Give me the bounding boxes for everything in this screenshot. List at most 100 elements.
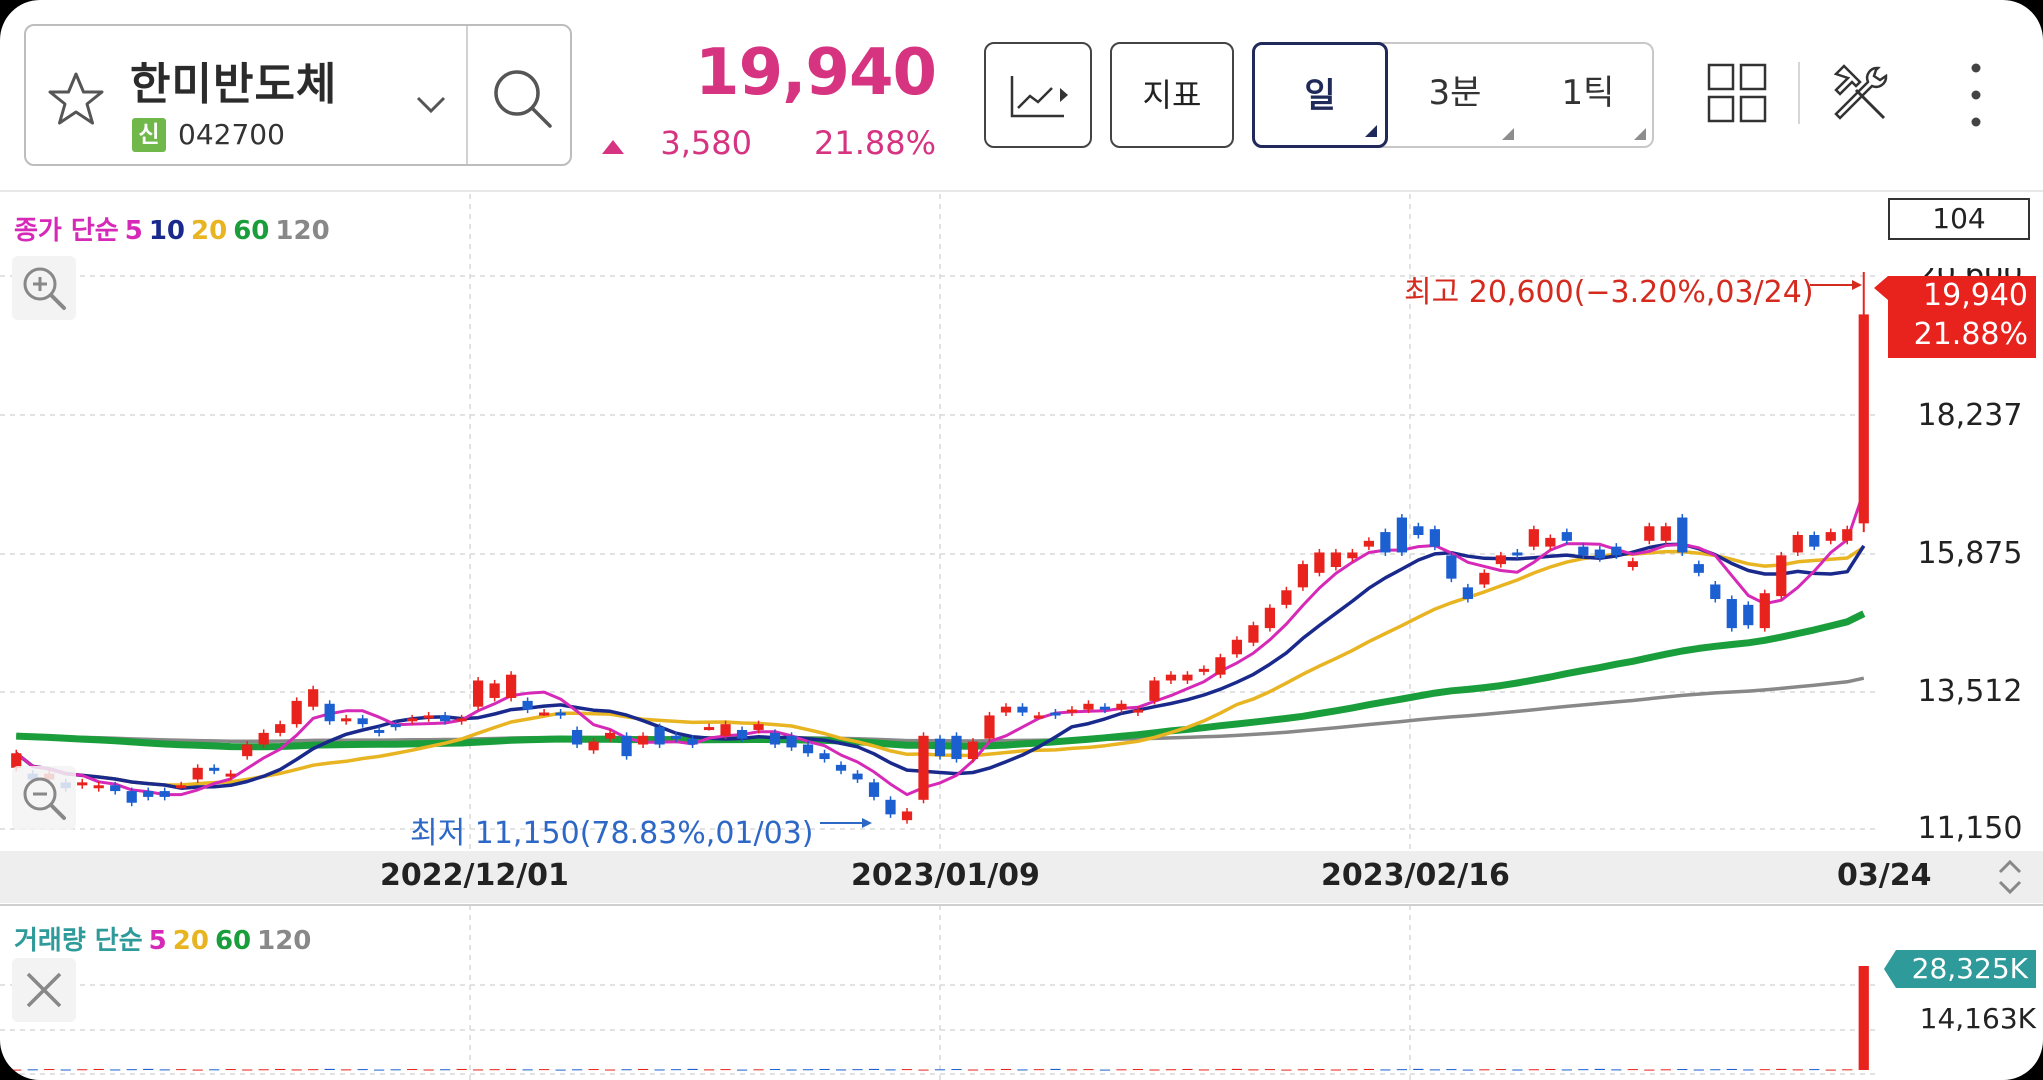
period-3min-button[interactable]: 3분 bbox=[1388, 42, 1522, 148]
legend-ma5: 5 bbox=[124, 216, 143, 246]
candle-count-box[interactable]: 104 bbox=[1888, 198, 2030, 240]
legend-prefix: 종가 단순 bbox=[14, 216, 119, 246]
candle-body bbox=[934, 738, 946, 757]
candle-body bbox=[93, 785, 104, 789]
candle-body bbox=[967, 741, 979, 760]
close-icon[interactable] bbox=[12, 958, 76, 1022]
volume-bar bbox=[506, 1068, 517, 1070]
volume-ma-legend: 거래량 단순 5 20 60 120 bbox=[14, 920, 317, 957]
favorite-star-icon[interactable] bbox=[44, 68, 108, 132]
y-axis-label: 18,237 bbox=[1917, 398, 2023, 433]
candle-body bbox=[258, 732, 269, 745]
volume-bar bbox=[1776, 1068, 1787, 1070]
candle-body bbox=[1314, 552, 1325, 573]
period-day-button[interactable]: 일 bbox=[1252, 42, 1388, 148]
volume-bar bbox=[802, 1069, 814, 1071]
volume-bar bbox=[1710, 1069, 1721, 1071]
candle-body bbox=[1116, 703, 1127, 710]
volume-bar bbox=[1264, 1069, 1276, 1071]
x-axis-label: 2023/01/09 bbox=[851, 858, 1040, 893]
legend-ma120: 120 bbox=[275, 216, 330, 246]
volume-bar bbox=[967, 1069, 979, 1071]
candle-body bbox=[275, 724, 286, 733]
candle-body bbox=[374, 729, 385, 733]
chevron-down-icon[interactable] bbox=[406, 84, 456, 124]
volume-bar bbox=[1429, 1069, 1440, 1071]
candle-body bbox=[835, 764, 847, 771]
header-divider bbox=[0, 190, 2043, 192]
volume-bar bbox=[1858, 966, 1869, 1070]
indicator-button[interactable]: 지표 bbox=[1110, 42, 1234, 148]
volume-bar bbox=[1198, 1069, 1210, 1071]
volume-bar bbox=[1759, 1069, 1770, 1071]
chart-type-button[interactable] bbox=[984, 42, 1092, 148]
candle-body bbox=[357, 718, 368, 725]
candle-body bbox=[1182, 674, 1193, 681]
candle-body bbox=[571, 729, 583, 745]
candle-body bbox=[1743, 604, 1754, 626]
zoom-out-icon[interactable] bbox=[12, 766, 76, 830]
more-vertical-icon[interactable] bbox=[1958, 60, 1994, 130]
up-triangle-icon bbox=[602, 140, 624, 154]
volume-bar bbox=[736, 1069, 748, 1071]
candle-body bbox=[225, 773, 236, 777]
volume-bar bbox=[786, 1069, 797, 1071]
volume-bar bbox=[571, 1069, 583, 1071]
volume-bar bbox=[1462, 1069, 1473, 1071]
candle-body bbox=[604, 732, 616, 739]
candle-body bbox=[1627, 561, 1638, 568]
volume-bar bbox=[1050, 1068, 1061, 1070]
divider bbox=[466, 26, 468, 164]
candle-body bbox=[736, 729, 748, 739]
volume-bar bbox=[27, 1069, 38, 1071]
volume-bar bbox=[1660, 1069, 1671, 1071]
candle-body bbox=[1099, 706, 1111, 710]
volume-bar bbox=[918, 1069, 929, 1071]
grid-layout-icon[interactable] bbox=[1706, 62, 1768, 124]
candle-body bbox=[1165, 674, 1177, 681]
candle-body bbox=[1578, 546, 1589, 556]
market-badge: 신 bbox=[132, 118, 166, 152]
candle-body bbox=[1611, 546, 1622, 556]
date-axis-bar[interactable] bbox=[0, 851, 2043, 903]
candle-body bbox=[1264, 607, 1276, 629]
candle-body bbox=[11, 753, 22, 768]
candle-body bbox=[984, 715, 995, 739]
period-label: 1틱 bbox=[1561, 73, 1615, 113]
volume-bar bbox=[423, 1069, 434, 1071]
volume-bar bbox=[753, 1069, 764, 1071]
scroll-updown-icon[interactable] bbox=[1990, 852, 2030, 902]
x-axis-label: 2022/12/01 bbox=[380, 858, 569, 893]
tools-icon[interactable] bbox=[1826, 60, 1892, 126]
candle-body bbox=[1281, 590, 1292, 605]
volume-bar bbox=[538, 1069, 550, 1071]
candle-body bbox=[1842, 529, 1853, 541]
stock-name[interactable]: 한미반도체 bbox=[130, 59, 338, 110]
search-icon[interactable] bbox=[488, 64, 558, 134]
price-change-rate: 21.88% bbox=[813, 124, 936, 162]
candle-body bbox=[901, 811, 913, 821]
candle-body bbox=[1017, 706, 1028, 713]
candle-body bbox=[720, 724, 731, 736]
stock-selector[interactable]: 한미반도체 신 042700 bbox=[24, 24, 572, 166]
legend-ma60: 60 bbox=[233, 216, 270, 246]
candle-body bbox=[621, 735, 632, 757]
volume-bar bbox=[720, 1069, 731, 1071]
chart-trend-icon bbox=[1010, 76, 1068, 118]
low-price-note: 최저 11,150(78.83%,01/03) bbox=[410, 816, 814, 851]
volume-bar bbox=[209, 1069, 220, 1071]
volume-bar bbox=[984, 1069, 995, 1071]
candle-body bbox=[1050, 712, 1061, 716]
low-arrow-head bbox=[862, 818, 872, 828]
zoom-in-icon[interactable] bbox=[12, 256, 76, 320]
candle-body bbox=[588, 741, 599, 751]
volume-bar bbox=[1512, 1069, 1523, 1071]
period-1tick-button[interactable]: 1틱 bbox=[1522, 42, 1654, 148]
volume-bar bbox=[1182, 1068, 1193, 1070]
volume-bar bbox=[1033, 1069, 1045, 1071]
volume-bar bbox=[604, 1069, 616, 1071]
volume-bar bbox=[1215, 1069, 1226, 1071]
candle-body bbox=[1594, 549, 1605, 559]
volume-bar bbox=[1413, 1068, 1424, 1070]
